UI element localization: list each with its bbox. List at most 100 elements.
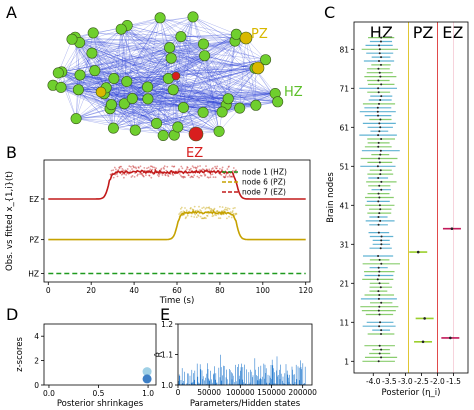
observation-point (180, 210, 183, 213)
network-node (74, 69, 86, 81)
observation-point (115, 168, 117, 171)
observation-point (136, 174, 139, 177)
network-label-pz: PZ (251, 27, 268, 42)
panel-label-b: B (6, 143, 17, 162)
observation-point (216, 210, 219, 212)
posterior-point (380, 180, 383, 183)
posterior-point (416, 250, 420, 254)
posterior-point (377, 360, 380, 363)
posterior-point (379, 75, 382, 78)
shrinkage-y-ticks: 0 2 4 (34, 332, 44, 390)
network-node (177, 102, 189, 114)
y-tick-label: 1 (344, 357, 349, 366)
y-tick-label: 4 (34, 332, 39, 341)
observation-point (117, 169, 120, 171)
observation-point (212, 176, 215, 179)
network-edge (91, 52, 227, 106)
network-edge (121, 29, 164, 136)
network-edge (113, 98, 149, 129)
posterior-point (377, 67, 380, 70)
posterior-point (421, 340, 425, 344)
posterior-point (380, 95, 383, 98)
posterior-point (378, 204, 381, 207)
network-edge (106, 87, 174, 90)
zone-title: HZ (370, 23, 393, 42)
network-node (151, 117, 163, 129)
observation-point (129, 170, 132, 173)
observation-point (192, 176, 195, 179)
network-edge (113, 67, 259, 129)
posterior-point (378, 294, 381, 296)
observation-point (223, 208, 226, 211)
observation-point (202, 217, 205, 220)
network-edge (173, 67, 259, 90)
observation-point (140, 173, 143, 176)
posterior-point (379, 40, 382, 43)
rhat-x-ticks: 0 50000 100000 150000 200000 (176, 385, 317, 397)
x-tick-label: 150000 (257, 388, 286, 397)
legend-entry: node 7 (EZ) (242, 188, 286, 197)
observation-point (230, 175, 233, 178)
network-edge (93, 32, 115, 79)
observation-point (142, 175, 145, 177)
posterior-point (379, 169, 382, 172)
network-edge (171, 55, 205, 59)
observation-point (146, 167, 148, 170)
observation-point (202, 206, 205, 209)
observation-point (138, 167, 140, 169)
x-tick-label: 50000 (197, 388, 221, 397)
observation-point (122, 169, 125, 172)
posterior-point (378, 282, 381, 285)
observation-point (201, 168, 204, 171)
observation-point (227, 175, 229, 178)
network-node (89, 65, 101, 77)
network-edge (91, 52, 223, 113)
observation-point (211, 215, 214, 218)
observation-point (132, 166, 135, 168)
legend-entry: node 1 (HZ) (242, 168, 287, 177)
rhat-y-label: R̂ (153, 351, 165, 357)
observation-point (201, 207, 204, 210)
observation-point (191, 175, 193, 178)
observation-point (214, 213, 217, 216)
observation-point (133, 166, 136, 169)
posterior-point (377, 91, 380, 94)
posterior-point (380, 329, 383, 332)
posterior-point (378, 325, 381, 328)
network-edge (171, 58, 220, 132)
observation-point (180, 206, 183, 209)
observation-point (162, 166, 165, 169)
observation-point (118, 166, 120, 169)
posterior-point (380, 356, 383, 359)
posterior-point (379, 149, 382, 152)
observation-point (164, 174, 167, 177)
x-tick-label: 0.5 (93, 389, 105, 398)
network-edge (135, 78, 169, 131)
network-edge (171, 58, 276, 94)
observation-point (172, 174, 175, 177)
y-tick-label: 71 (339, 84, 349, 93)
observation-point (135, 167, 138, 170)
observation-point (116, 173, 118, 175)
network-node (198, 38, 210, 50)
observation-point (189, 207, 192, 210)
observation-point (112, 176, 115, 179)
network-edge (126, 81, 175, 136)
network-edge (58, 72, 157, 124)
observation-point (197, 165, 199, 168)
network-edge (173, 89, 256, 106)
observation-point (139, 173, 141, 175)
posterior-point (377, 290, 380, 293)
rhat-bars (177, 354, 306, 385)
network-edge (100, 91, 157, 124)
observation-point (160, 169, 162, 171)
posterior-x-label: Posterior (η_i) (382, 388, 441, 398)
network-edge (109, 29, 122, 109)
x-tick-label: 100000 (226, 388, 255, 397)
network-edge (61, 71, 114, 129)
observation-point (191, 165, 194, 168)
posterior-point (379, 63, 382, 66)
y-tick-label: 1.1 (161, 351, 173, 360)
